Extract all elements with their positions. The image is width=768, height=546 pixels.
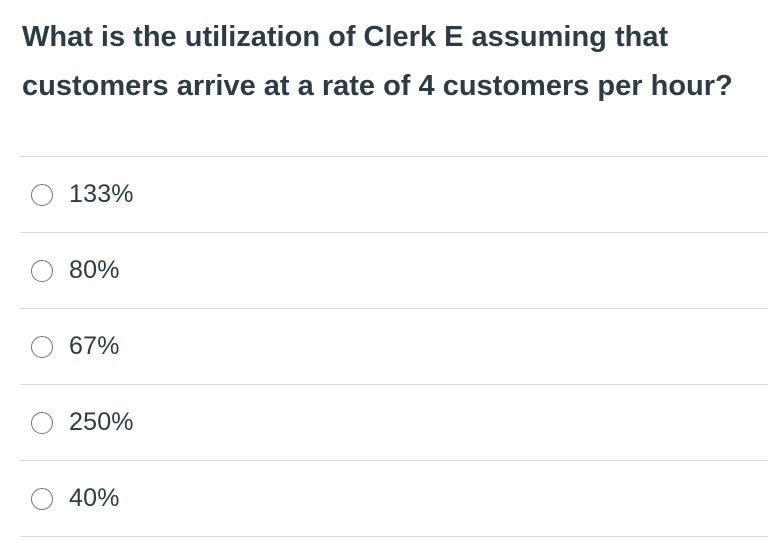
radio-button[interactable] <box>31 411 53 434</box>
radio-button[interactable] <box>31 183 53 206</box>
answer-option-5[interactable]: 40% <box>20 461 768 537</box>
answer-label: 80% <box>69 256 120 284</box>
answer-option-2[interactable]: 80% <box>20 233 768 309</box>
radio-button[interactable] <box>31 487 53 510</box>
question-text: What is the utilization of Clerk E assum… <box>22 21 733 102</box>
answer-label: 250% <box>69 408 134 436</box>
answer-label: 40% <box>69 484 120 512</box>
answer-option-1[interactable]: 133% <box>20 157 768 233</box>
answer-option-3[interactable]: 67% <box>20 309 768 385</box>
answer-option-4[interactable]: 250% <box>20 385 768 461</box>
answer-label: 67% <box>69 332 120 360</box>
answer-label: 133% <box>69 180 134 208</box>
answer-list: 133% 80% 67% 250% 40% <box>20 156 768 537</box>
radio-button[interactable] <box>31 259 53 282</box>
radio-button[interactable] <box>31 335 53 358</box>
